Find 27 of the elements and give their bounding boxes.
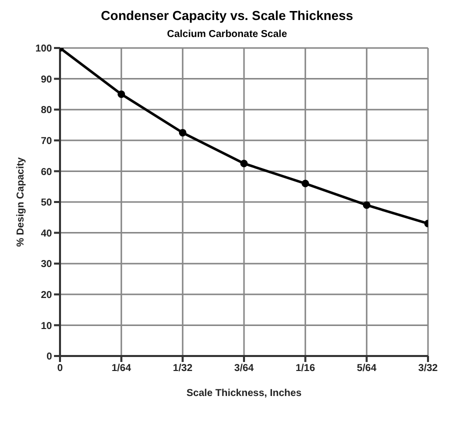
chart-subtitle: Calcium Carbonate Scale: [166, 29, 288, 40]
chart-title: Condenser Capacity vs. Scale Thickness: [100, 8, 354, 23]
y-tick-label: 80: [40, 105, 52, 116]
x-tick-label: 3/64: [234, 363, 254, 374]
y-axis-title: % Design Capacity: [16, 156, 27, 247]
point: [118, 90, 126, 98]
y-tick-label: 10: [40, 320, 52, 332]
x-tick-label: 5/64: [356, 363, 377, 374]
point: [302, 180, 310, 188]
point: [240, 160, 248, 168]
x-tick-label: 0: [57, 363, 64, 374]
y-tick-label: 0: [46, 352, 52, 363]
y-tick-label: 50: [40, 198, 52, 209]
point: [362, 201, 370, 209]
y-tick-label: 20: [40, 290, 52, 301]
y-tick-label: 60: [40, 166, 52, 178]
y-tick-label: 40: [40, 228, 52, 240]
y-tick-label: 30: [40, 259, 52, 270]
y-tick-label: 100: [35, 44, 52, 55]
y-tick-label: 70: [40, 136, 52, 147]
x-axis-title: Scale Thickness, Inches: [186, 388, 302, 399]
y-tick-label: 90: [40, 74, 52, 86]
x-tick-label: 1/16: [296, 363, 316, 374]
x-tick-label: 1/32: [172, 363, 193, 374]
x-tick-label: 3/32: [418, 363, 438, 374]
point: [178, 128, 186, 136]
x-tick-label: 1/64: [112, 363, 132, 374]
